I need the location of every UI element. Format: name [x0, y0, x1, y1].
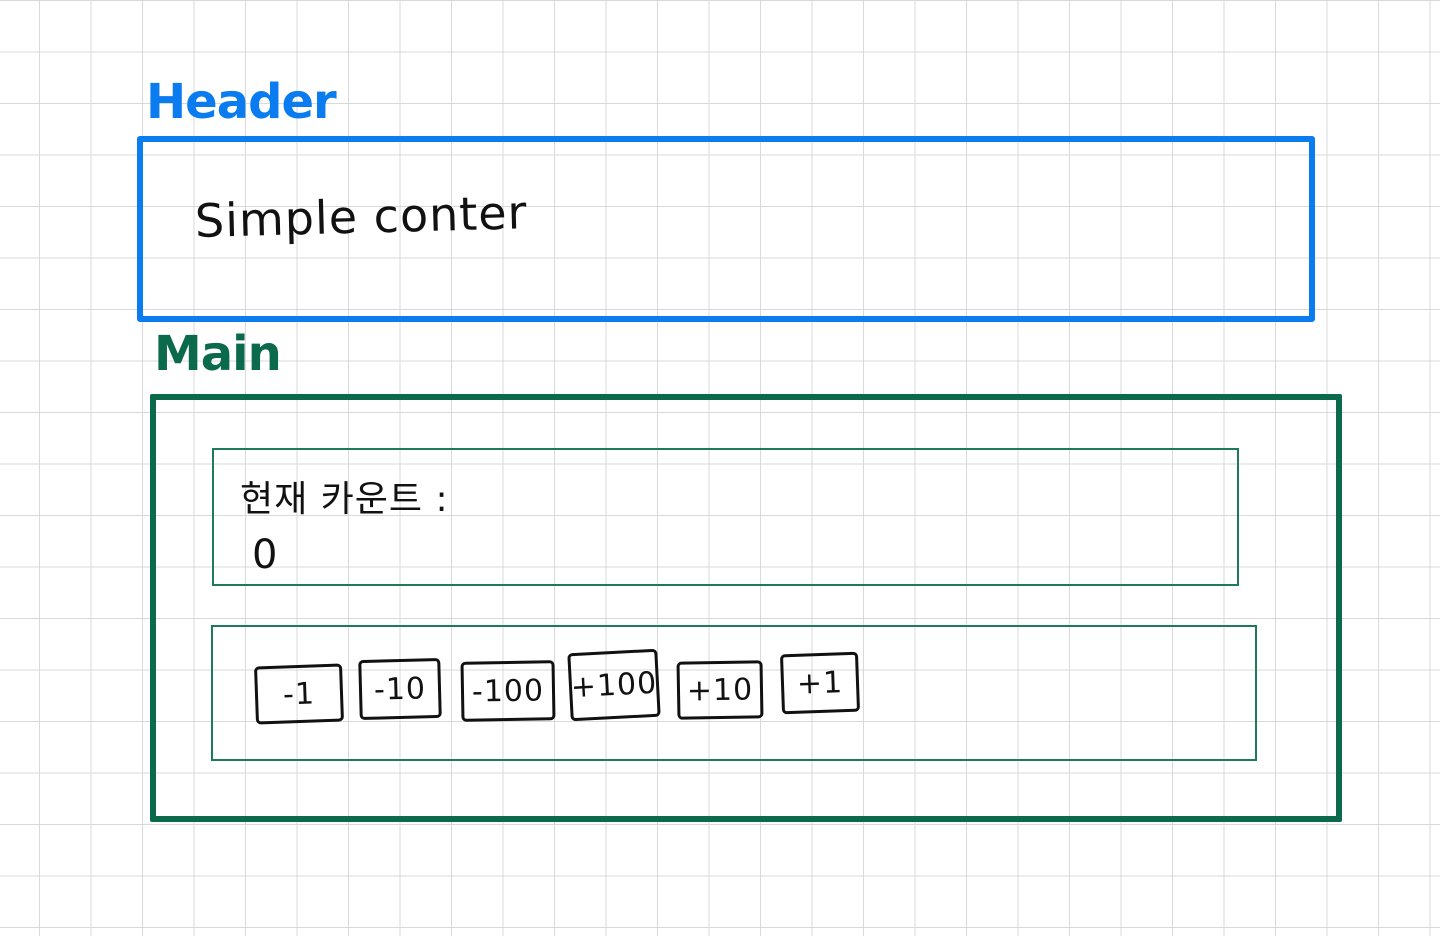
plus-10-button[interactable]: +10 [676, 660, 764, 720]
header-section-label: Header [146, 74, 337, 130]
minus-10-button[interactable]: -10 [358, 657, 442, 721]
minus-100-button[interactable]: -100 [460, 660, 556, 722]
plus-100-button[interactable]: +100 [567, 648, 661, 722]
main-region [150, 394, 1342, 822]
main-section-label: Main [154, 326, 282, 382]
button-panel: -1 -10 -100 +100 +10 +1 [211, 625, 1257, 761]
minus-1-button[interactable]: -1 [254, 663, 344, 725]
header-region: Simple conter [137, 136, 1315, 322]
count-display-panel: 현재 카운트 : 0 [212, 448, 1239, 586]
plus-1-button[interactable]: +1 [779, 651, 861, 715]
app-title: Simple conter [194, 185, 529, 248]
current-count-value: 0 [252, 532, 278, 578]
current-count-label: 현재 카운트 : [240, 479, 449, 520]
